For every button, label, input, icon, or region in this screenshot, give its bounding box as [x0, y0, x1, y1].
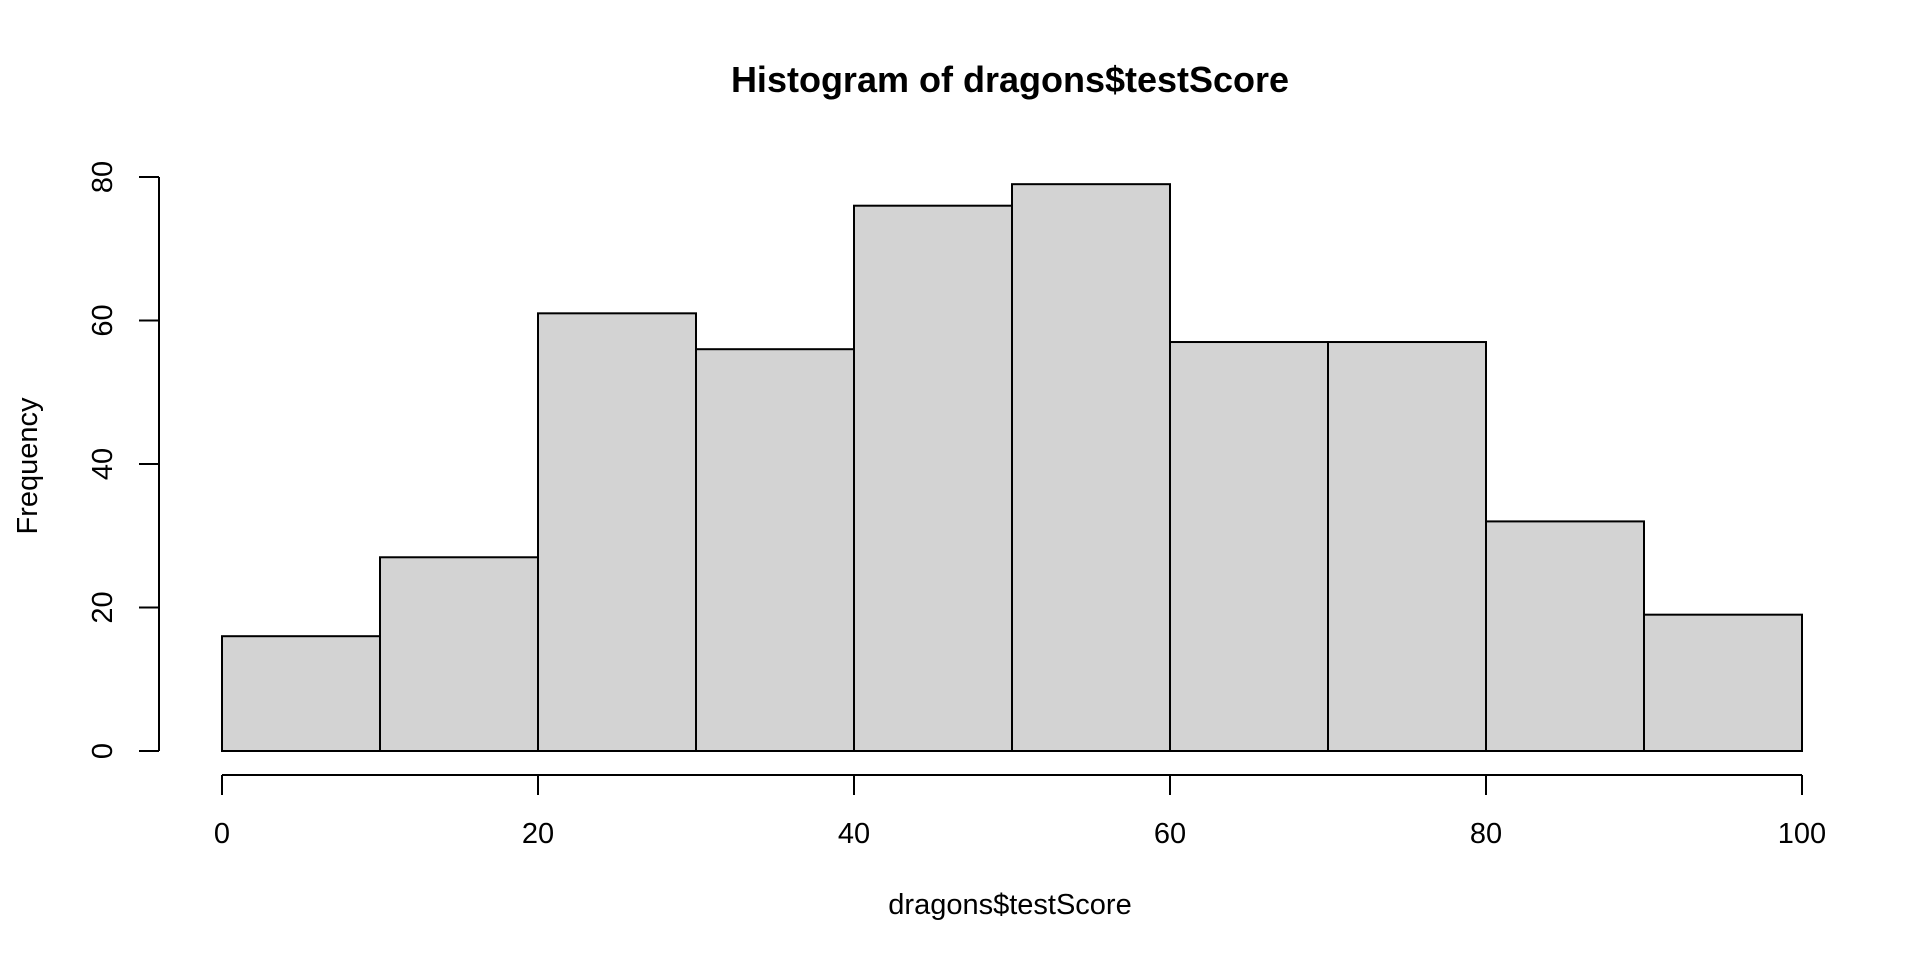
histogram-bar-5	[1011, 183, 1171, 753]
histogram-bar-3	[695, 348, 855, 752]
histogram-bar-0	[221, 635, 381, 753]
histogram-bar-8	[1485, 520, 1645, 753]
y-axis-label: Frequency	[12, 397, 44, 535]
y-tick-label-4: 80	[87, 161, 119, 193]
histogram-bar-6	[1169, 341, 1329, 752]
x-tick-label-1: 20	[522, 818, 554, 850]
x-tick-label-3: 60	[1154, 818, 1186, 850]
chart-title: Histogram of dragons$testScore	[731, 59, 1289, 100]
histogram-bar-4	[853, 204, 1013, 752]
y-axis: 0 20 40 60 80	[87, 161, 160, 759]
y-tick-label-3: 60	[87, 304, 119, 336]
x-tick-label-2: 40	[838, 818, 870, 850]
x-tick-label-5: 100	[1778, 818, 1826, 850]
y-tick-label-1: 20	[87, 591, 119, 623]
x-tick-label-4: 80	[1470, 818, 1502, 850]
x-tick-label-0: 0	[214, 818, 230, 850]
histogram-bar-9	[1643, 613, 1803, 752]
y-tick-label-0: 0	[87, 743, 119, 759]
histogram-bar-2	[537, 312, 697, 752]
histogram-bar-7	[1327, 341, 1487, 752]
bars-group	[221, 183, 1803, 753]
x-axis-label: dragons$testScore	[888, 889, 1131, 921]
histogram-bar-1	[379, 556, 539, 753]
x-axis: 0 20 40 60 80 100	[214, 774, 1826, 850]
y-tick-label-2: 40	[87, 448, 119, 480]
